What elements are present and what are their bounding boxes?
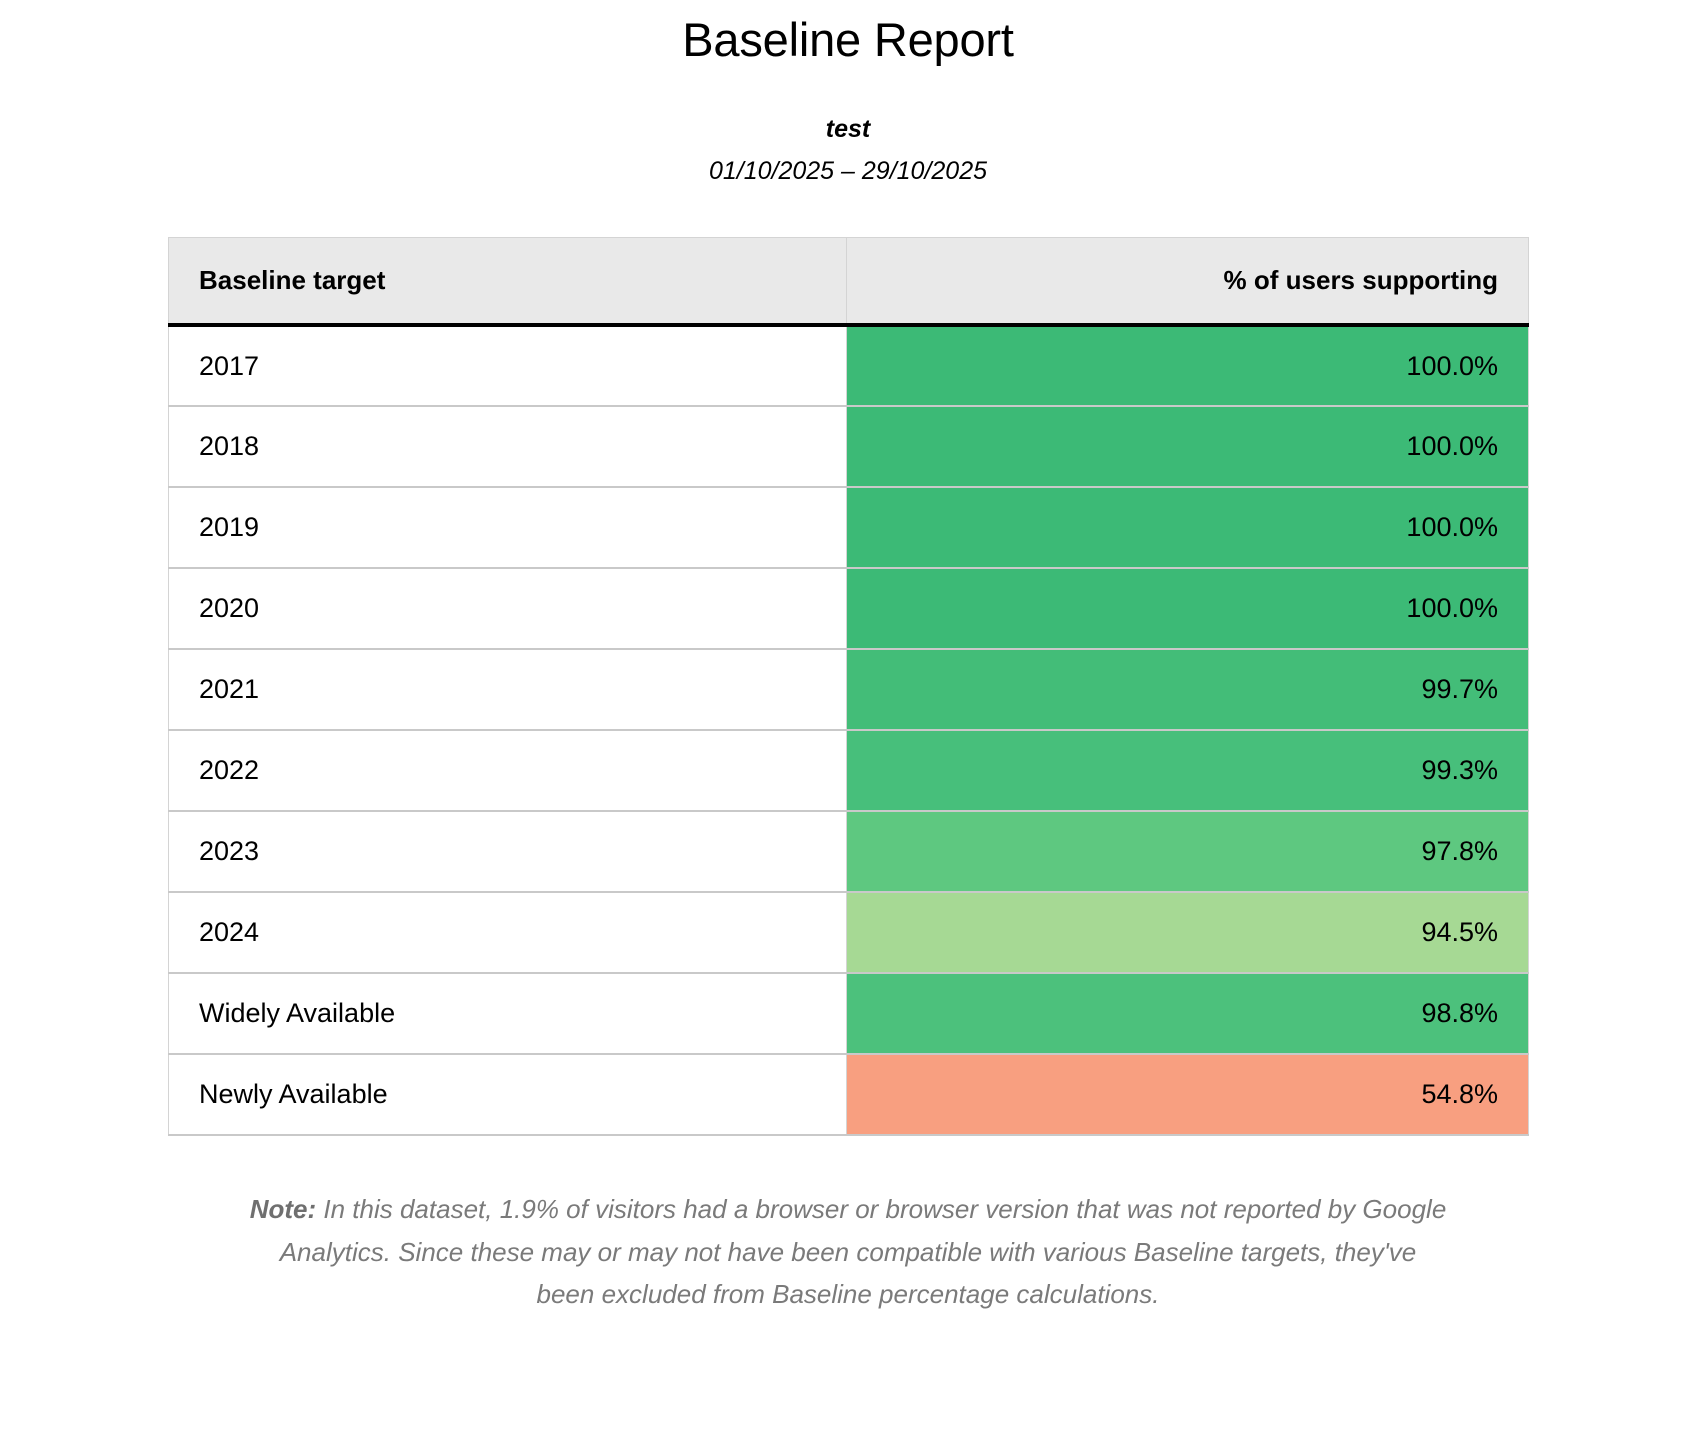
cell-pct-users-supporting: 99.3% [846, 730, 1529, 813]
date-range: 01/10/2025 – 29/10/2025 [708, 156, 988, 185]
table-row: 2021 99.7% [168, 649, 1529, 732]
table-row: 2023 97.8% [168, 811, 1529, 894]
table-row: 2017 100.0% [168, 325, 1529, 408]
cell-baseline-target: 2018 [168, 406, 847, 489]
column-header-pct-users-supporting: % of users supporting [846, 236, 1529, 328]
cell-baseline-target: 2019 [168, 487, 847, 570]
report-subtitle: test 01/10/2025 – 29/10/2025 [0, 111, 1696, 189]
table-row: 2018 100.0% [168, 406, 1529, 489]
table-header-row: Baseline target % of users supporting [168, 236, 1529, 328]
cell-pct-users-supporting: 98.8% [846, 973, 1529, 1056]
baseline-table: Baseline target % of users supporting 20… [168, 236, 1529, 1137]
cell-pct-users-supporting: 54.8% [846, 1054, 1529, 1137]
footnote: Note: In this dataset, 1.9% of visitors … [248, 1188, 1448, 1314]
baseline-table-container: Baseline target % of users supporting 20… [168, 236, 1529, 1137]
table-header: Baseline target % of users supporting [168, 236, 1529, 328]
footnote-label: Note: [249, 1194, 317, 1225]
cell-baseline-target: Widely Available [168, 973, 847, 1056]
table-body: 2017 100.0% 2018 100.0% 2019 100.0% 2020 100.0%… [168, 325, 1529, 1137]
cell-pct-users-supporting: 99.7% [846, 649, 1529, 732]
table-row: 2020 100.0% [168, 568, 1529, 651]
cell-baseline-target: 2022 [168, 730, 847, 813]
cell-baseline-target: 2017 [168, 325, 847, 408]
cell-baseline-target: 2024 [168, 892, 847, 975]
cell-pct-users-supporting: 100.0% [846, 325, 1529, 408]
table-row: 2019 100.0% [168, 487, 1529, 570]
cell-pct-users-supporting: 94.5% [846, 892, 1529, 975]
table-row: 2022 99.3% [168, 730, 1529, 813]
cell-pct-users-supporting: 100.0% [846, 406, 1529, 489]
cell-baseline-target: Newly Available [168, 1054, 847, 1137]
page-title: Baseline Report [682, 13, 1014, 66]
table-row: Newly Available 54.8% [168, 1054, 1529, 1137]
cell-baseline-target: 2023 [168, 811, 847, 894]
cell-pct-users-supporting: 100.0% [846, 487, 1529, 570]
cell-pct-users-supporting: 97.8% [846, 811, 1529, 894]
table-row: Widely Available 98.8% [168, 973, 1529, 1056]
footnote-text: In this dataset, 1.9% of visitors had a … [279, 1194, 1447, 1309]
column-header-baseline-target: Baseline target [168, 236, 847, 328]
property-name: test [825, 115, 871, 144]
cell-baseline-target: 2020 [168, 568, 847, 651]
cell-baseline-target: 2021 [168, 649, 847, 732]
table-row: 2024 94.5% [168, 892, 1529, 975]
cell-pct-users-supporting: 100.0% [846, 568, 1529, 651]
